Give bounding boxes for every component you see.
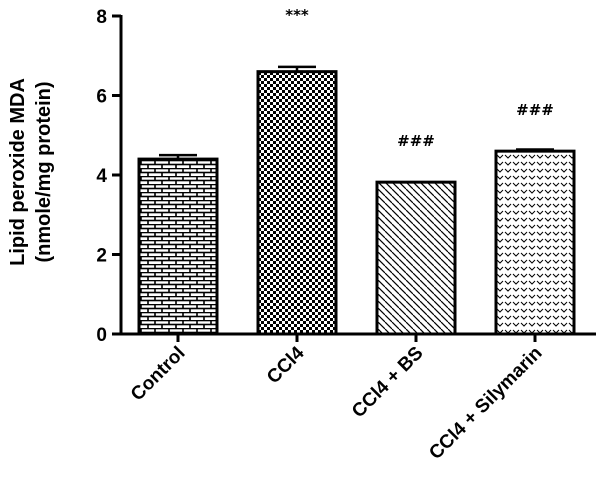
- y-ticks: 0 2 4 6 8: [96, 7, 537, 346]
- category-label: CCl4: [263, 342, 309, 388]
- category-label: CCl4 + BS: [348, 343, 427, 422]
- y-tick-label: 2: [96, 246, 107, 267]
- bars: *** ### ###: [137, 6, 576, 336]
- bar: [256, 70, 338, 336]
- y-axis-label-line-1: Lipid peroxide MDA: [7, 78, 29, 266]
- bar: [494, 149, 576, 336]
- y-tick-label: 6: [96, 87, 107, 108]
- significance-annotation: ###: [516, 101, 554, 119]
- y-axis-label-line-2: (nmole/mg protein): [33, 81, 55, 262]
- y-tick-label: 0: [96, 325, 107, 346]
- significance-annotation: ###: [397, 132, 435, 150]
- bar: [137, 157, 219, 336]
- significance-annotation: ***: [285, 6, 309, 24]
- category-label: Control: [127, 343, 190, 406]
- bar: [375, 180, 457, 336]
- y-axis-label: Lipid peroxide MDA (nmole/mg protein): [7, 78, 55, 266]
- y-tick-label: 4: [96, 166, 107, 187]
- y-tick-label: 8: [96, 7, 107, 28]
- category-label: CCl4 + Silymarin: [425, 343, 546, 464]
